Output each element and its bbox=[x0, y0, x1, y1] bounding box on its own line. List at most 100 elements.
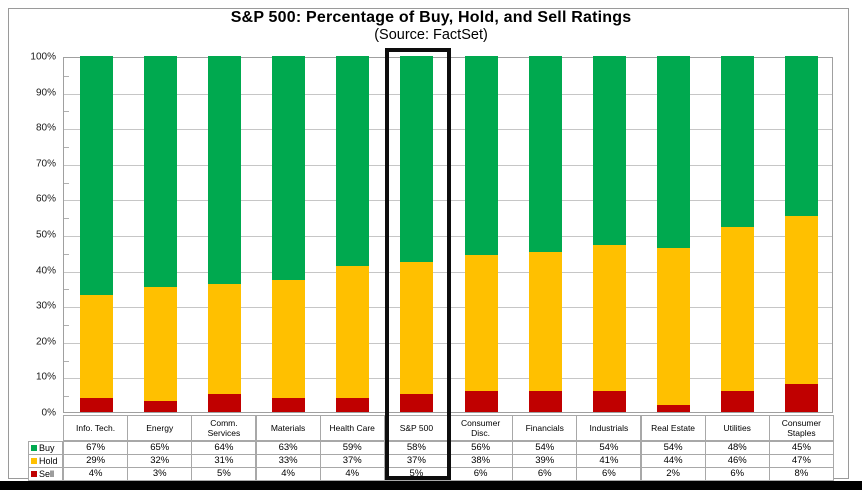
category-cell: Financials bbox=[512, 415, 578, 441]
value-cell-sell: 8% bbox=[768, 467, 834, 481]
hold-legend-swatch-icon bbox=[31, 457, 37, 464]
y-tick-label: 20% bbox=[35, 336, 56, 348]
bar-segment-sell bbox=[592, 390, 626, 412]
value-cell-sell: 6% bbox=[576, 467, 642, 481]
category-cell: Utilities bbox=[704, 415, 770, 441]
value-cell-buy: 65% bbox=[127, 441, 193, 455]
bar-segment-buy bbox=[528, 56, 562, 252]
value-cell-buy: 59% bbox=[319, 441, 385, 455]
value-cell-buy: 54% bbox=[576, 441, 642, 455]
bar-segment-hold bbox=[464, 255, 498, 391]
stacked-bar-utilities bbox=[721, 56, 755, 412]
sell-legend-swatch-icon bbox=[31, 470, 37, 477]
bar-segment-buy bbox=[721, 56, 755, 227]
bar-segment-buy bbox=[785, 56, 819, 217]
stacked-bar-materials bbox=[272, 56, 306, 412]
value-cell-hold: 44% bbox=[640, 454, 706, 468]
chart-subtitle: (Source: FactSet) bbox=[374, 27, 488, 43]
bar-segment-hold bbox=[721, 226, 755, 391]
y-tick-label: 90% bbox=[35, 87, 56, 99]
stacked-bar-financials bbox=[528, 56, 562, 412]
category-cell: Consumer Staples bbox=[768, 415, 834, 441]
bar-segment-buy bbox=[143, 56, 177, 288]
y-tick-label: 100% bbox=[30, 51, 56, 63]
bar-segment-buy bbox=[79, 56, 113, 295]
category-cell: S&P 500 bbox=[383, 415, 449, 441]
value-cell-sell: 4% bbox=[319, 467, 385, 481]
value-cell-buy: 56% bbox=[448, 441, 514, 455]
bar-segment-hold bbox=[207, 283, 241, 395]
y-tick-label: 10% bbox=[35, 371, 56, 383]
bar-segment-hold bbox=[528, 251, 562, 391]
legend-label: Buy bbox=[39, 442, 55, 453]
value-cell-hold: 37% bbox=[319, 454, 385, 468]
legend-cell-hold: Hold bbox=[28, 454, 63, 468]
y-tick-label: 70% bbox=[35, 158, 56, 170]
value-cell-sell: 6% bbox=[704, 467, 770, 481]
y-minor-tick bbox=[64, 289, 69, 291]
value-cell-hold: 32% bbox=[127, 454, 193, 468]
category-cell: Real Estate bbox=[640, 415, 706, 441]
bar-segment-hold bbox=[592, 244, 626, 391]
y-minor-tick bbox=[64, 147, 69, 148]
bar-segment-sell bbox=[464, 390, 498, 412]
stacked-bar-real-estate bbox=[657, 56, 691, 412]
value-cell-hold: 31% bbox=[191, 454, 257, 468]
y-minor-tick bbox=[64, 360, 69, 362]
y-minor-tick bbox=[64, 325, 69, 326]
bar-segment-hold bbox=[143, 287, 177, 402]
category-cell: Materials bbox=[255, 415, 321, 441]
stacked-bar-info-tech- bbox=[79, 56, 113, 412]
bottom-divider-bar bbox=[0, 481, 862, 490]
bar-segment-sell bbox=[657, 404, 691, 412]
category-cell: Comm. Services bbox=[191, 415, 257, 441]
bar-segment-hold bbox=[272, 280, 306, 398]
value-cell-hold: 29% bbox=[63, 454, 129, 468]
category-cell: Consumer Disc. bbox=[448, 415, 514, 441]
sp500-highlight-box bbox=[384, 48, 451, 480]
bar-segment-buy bbox=[657, 56, 691, 249]
value-cell-sell: 5% bbox=[191, 467, 257, 481]
bar-segment-buy bbox=[207, 56, 241, 284]
value-cell-sell: 6% bbox=[512, 467, 578, 481]
legend-cell-buy: Buy bbox=[28, 441, 63, 455]
y-tick-label: 50% bbox=[35, 229, 56, 241]
bar-segment-hold bbox=[400, 262, 434, 395]
value-cell-hold: 46% bbox=[704, 454, 770, 468]
y-minor-tick bbox=[64, 218, 69, 220]
bar-segment-sell bbox=[400, 394, 434, 412]
bar-segment-sell bbox=[143, 401, 177, 412]
value-cell-buy: 45% bbox=[768, 441, 834, 455]
y-tick-label: 80% bbox=[35, 122, 56, 134]
value-cell-sell: 4% bbox=[63, 467, 129, 481]
bar-segment-sell bbox=[207, 394, 241, 412]
bar-segment-sell bbox=[785, 383, 819, 412]
y-tick-label: 30% bbox=[35, 300, 56, 312]
category-cell: Industrials bbox=[576, 415, 642, 441]
value-cell-sell: 6% bbox=[448, 467, 514, 481]
stacked-bar-energy bbox=[143, 56, 177, 412]
bar-segment-buy bbox=[336, 56, 370, 267]
y-minor-tick bbox=[64, 182, 69, 184]
y-tick-label: 0% bbox=[41, 407, 56, 419]
y-minor-tick bbox=[64, 75, 69, 77]
bar-segment-hold bbox=[79, 294, 113, 398]
stacked-bar-consumer-disc- bbox=[464, 56, 498, 412]
stacked-bar-industrials bbox=[592, 56, 626, 412]
legend-label: Hold bbox=[39, 455, 58, 466]
value-cell-buy: 48% bbox=[704, 441, 770, 455]
value-cell-hold: 38% bbox=[448, 454, 514, 468]
bar-segment-buy bbox=[464, 56, 498, 256]
chart-title: S&P 500: Percentage of Buy, Hold, and Se… bbox=[230, 9, 632, 26]
value-cell-sell: 3% bbox=[127, 467, 193, 481]
y-minor-tick bbox=[64, 253, 69, 255]
value-cell-hold: 33% bbox=[255, 454, 321, 468]
buy-legend-swatch-icon bbox=[31, 444, 37, 451]
y-minor-tick bbox=[64, 396, 69, 398]
value-cell-buy: 63% bbox=[255, 441, 321, 455]
bar-segment-sell bbox=[336, 397, 370, 412]
bar-segment-buy bbox=[400, 56, 434, 263]
value-cell-sell: 2% bbox=[640, 467, 706, 481]
stacked-bar-health-care bbox=[336, 56, 370, 412]
value-cell-buy: 54% bbox=[640, 441, 706, 455]
